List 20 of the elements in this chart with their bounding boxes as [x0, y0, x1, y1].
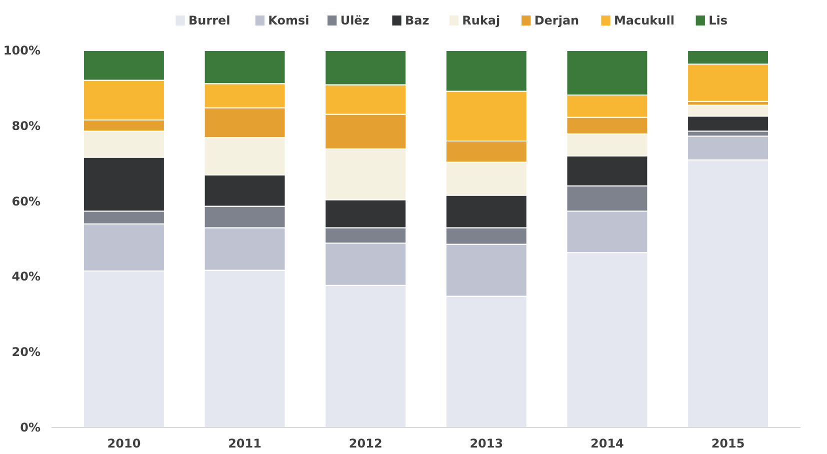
x-tick-label: 2010	[107, 436, 141, 450]
y-tick-label: 20%	[12, 345, 41, 360]
legend-label: Ulëz	[340, 14, 370, 28]
legend-label: Burrel	[188, 14, 230, 28]
x-tick-label: 2014	[590, 436, 624, 450]
legend-label: Derjan	[534, 14, 580, 28]
legend-label: Baz	[404, 14, 430, 28]
y-tick-label: 100%	[3, 44, 41, 58]
x-tick-label: 2013	[470, 436, 504, 450]
x-tick-label: 2015	[711, 436, 745, 450]
x-tick-label: 2012	[348, 436, 382, 450]
x-tick-label: 2011	[228, 436, 262, 450]
legend-label: Komsi	[268, 14, 310, 28]
y-tick-label: 80%	[12, 118, 41, 133]
y-tick-label: 40%	[12, 270, 41, 284]
y-tick-label: 60%	[12, 194, 41, 208]
legend-label: Macukull	[614, 14, 674, 28]
y-tick-label: 0%	[20, 420, 40, 434]
legend-label: Lis	[708, 14, 728, 28]
legend-label: Rukaj	[462, 14, 500, 28]
